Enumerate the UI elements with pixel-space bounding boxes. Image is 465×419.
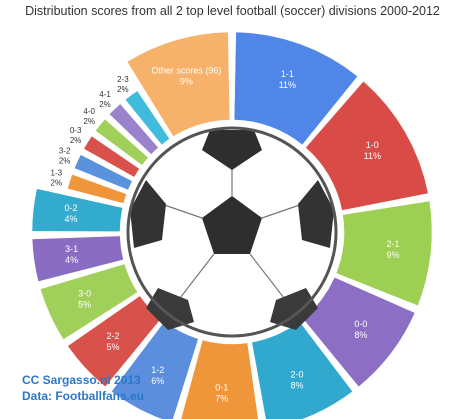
slice-label-1-0: 1-0: [366, 140, 379, 150]
slice-value-3-2: 2%: [59, 157, 71, 166]
credit-line-2: Data: Footballfans.eu: [22, 389, 145, 403]
slice-value-1-1: 11%: [279, 80, 296, 90]
slice-value-3-1: 4%: [65, 255, 78, 265]
slice-label-2-0: 2-0: [290, 369, 303, 379]
slice-label-1-3: 1-3: [51, 168, 63, 177]
slice-label-1-2: 1-2: [151, 365, 164, 375]
slice-0-1: [180, 339, 259, 419]
slice-label-4-1: 4-1: [99, 90, 111, 99]
chart-title: Distribution scores from all 2 top level…: [25, 4, 440, 18]
slice-label-2-3: 2-3: [117, 75, 129, 84]
slice-4-0: [95, 118, 149, 166]
slice-1-2: [111, 321, 199, 419]
slice-value-3-0: 5%: [78, 299, 91, 309]
slice-value-0-1: 7%: [215, 394, 228, 404]
slice-value-1-2: 6%: [151, 376, 164, 386]
slice-3-1: [31, 235, 124, 282]
credits: CC Sargasso.nl 2013 Data: Footballfans.e…: [22, 372, 144, 404]
slice-2-0: [251, 321, 353, 419]
chart-segments: [31, 31, 433, 419]
slice-value-4-1: 2%: [99, 100, 111, 109]
slice-label-1-1: 1-1: [281, 69, 294, 79]
slice-1-0: [305, 80, 429, 211]
slice-2-3: [124, 90, 170, 146]
slice-3-0: [39, 263, 138, 340]
slice-0-0: [302, 276, 416, 388]
slice-label-2-1: 2-1: [386, 239, 399, 249]
chart-labels: 1-111%1-011%2-19%0-08%2-08%0-17%1-26%2-2…: [51, 66, 400, 404]
slice-value-2-2: 5%: [106, 342, 119, 352]
slice-1-3: [67, 174, 127, 204]
slice-0-3: [83, 135, 140, 178]
slice-label-3-1: 3-1: [65, 244, 78, 254]
slice-label-other-scores-96: Other scores (96): [151, 66, 221, 76]
slice-label-2-2: 2-2: [106, 331, 119, 341]
slice-value-1-0: 11%: [364, 151, 381, 161]
slice-value-0-3: 2%: [70, 136, 82, 145]
slice-label-0-2: 0-2: [64, 203, 77, 213]
football-icon: [126, 126, 338, 338]
slice-value-2-1: 9%: [386, 250, 399, 260]
slice-other-scores-96: [126, 31, 231, 137]
slice-value-2-3: 2%: [117, 85, 129, 94]
credit-line-1: CC Sargasso.nl 2013: [22, 373, 141, 387]
slice-value-2-0: 8%: [290, 380, 303, 390]
slice-label-3-0: 3-0: [78, 288, 91, 298]
slice-label-0-0: 0-0: [354, 319, 367, 329]
slice-0-2: [31, 188, 123, 232]
slice-value-1-3: 2%: [51, 178, 63, 187]
slice-value-0-2: 4%: [64, 214, 77, 224]
slice-value-0-0: 8%: [354, 330, 367, 340]
slice-4-1: [109, 103, 159, 155]
slice-label-3-2: 3-2: [59, 147, 71, 156]
slice-value-4-0: 2%: [83, 117, 95, 126]
slice-1-1: [233, 31, 358, 146]
slice-value-other-scores-96: 9%: [180, 77, 193, 87]
slice-3-2: [74, 154, 133, 191]
slice-2-1: [335, 200, 433, 307]
slice-label-0-1: 0-1: [215, 383, 228, 393]
slice-label-0-3: 0-3: [70, 126, 82, 135]
slice-label-4-0: 4-0: [83, 107, 95, 116]
